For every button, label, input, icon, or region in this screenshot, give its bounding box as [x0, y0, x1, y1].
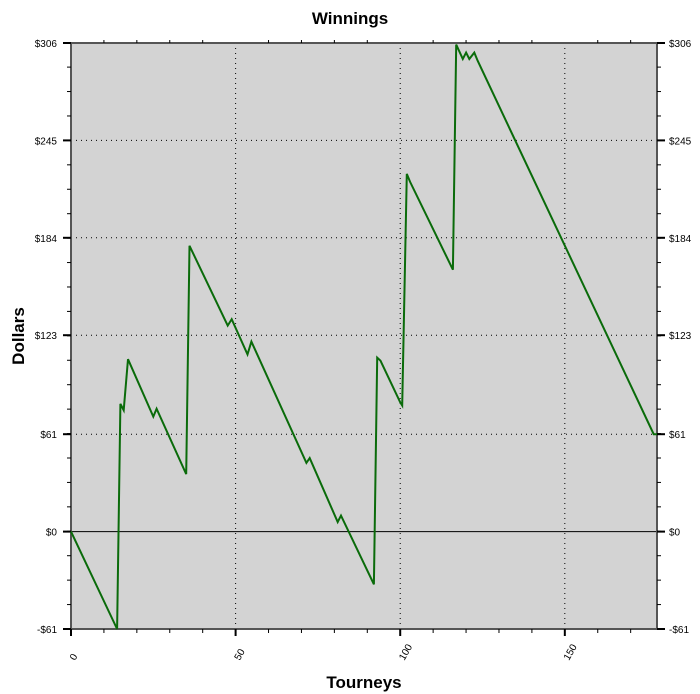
y-axis-label: Dollars [9, 307, 28, 365]
y-tick-label: $306 [35, 39, 58, 50]
y-tick-label: $245 [35, 136, 58, 147]
plot-area [71, 43, 657, 629]
y-tick-label-right: $61 [669, 430, 686, 441]
y-tick-label-right: -$61 [669, 625, 689, 636]
y-tick-label: -$61 [37, 625, 57, 636]
series-line [70, 44, 657, 630]
y-tick-label-right: $306 [669, 39, 692, 50]
y-tick-label: $61 [40, 430, 57, 441]
y-tick-label: $123 [35, 331, 58, 342]
y-tick-label-right: $0 [669, 528, 681, 539]
x-tick-label: 100 [397, 642, 415, 662]
x-tick-label: 0 [68, 652, 81, 663]
chart-title: Winnings [312, 9, 388, 28]
y-tick-label: $184 [35, 234, 58, 245]
y-tick-label-right: $123 [669, 331, 692, 342]
y-tick-label: $0 [46, 528, 58, 539]
y-tick-label-right: $184 [669, 234, 692, 245]
x-tick-label: 50 [233, 647, 248, 663]
ticks: -$61 -$61 $0 $0 $61 $61 $123 $123 $184 $184 $245 $2… [35, 39, 692, 663]
y-tick-label-right: $245 [669, 136, 692, 147]
x-axis-label: Tourneys [326, 673, 401, 692]
x-tick-label: 150 [562, 642, 580, 662]
